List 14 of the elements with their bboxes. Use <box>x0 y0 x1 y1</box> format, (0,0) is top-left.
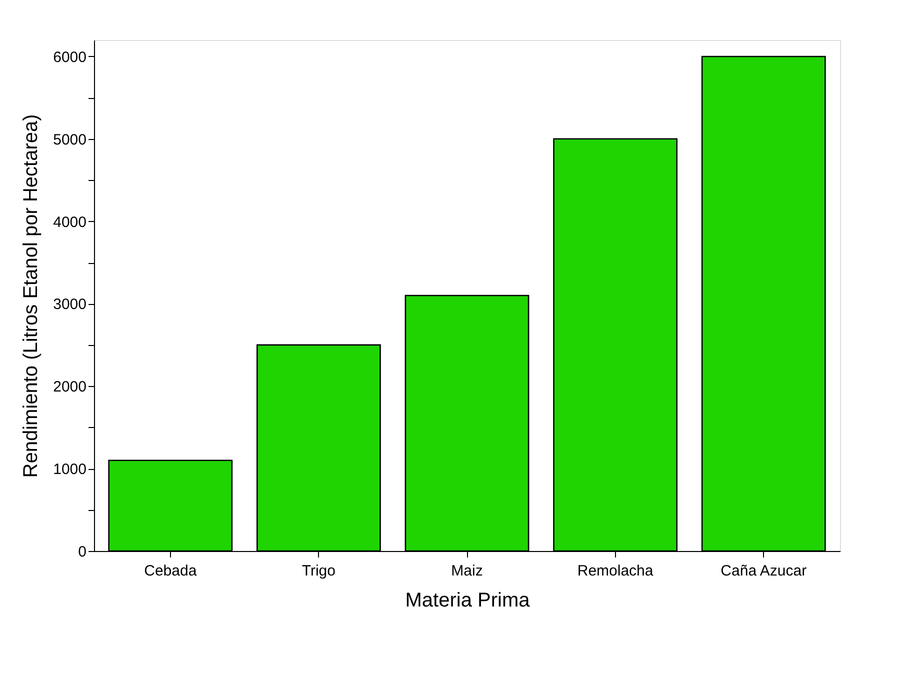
x-tick-label: Cebada <box>144 562 198 580</box>
x-tick-label: Remolacha <box>577 562 654 580</box>
y-axis-title: Rendimiento (Litros Etanol por Hectarea) <box>20 114 42 478</box>
x-tick-label: Maiz <box>451 562 483 580</box>
y-tick-label: 0 <box>78 544 86 560</box>
x-axis-title: Materia Prima <box>405 590 531 612</box>
y-tick-label: 3000 <box>53 296 86 314</box>
y-tick-label: 1000 <box>53 461 86 478</box>
y-tick-label: 6000 <box>53 48 86 66</box>
x-tick-label: Caña Azucar <box>720 562 807 580</box>
y-tick-label: 2000 <box>53 378 86 396</box>
y-tick-label: 5000 <box>53 131 86 148</box>
x-tick-label: Trigo <box>302 562 336 580</box>
y-tick-label: 4000 <box>53 214 86 231</box>
